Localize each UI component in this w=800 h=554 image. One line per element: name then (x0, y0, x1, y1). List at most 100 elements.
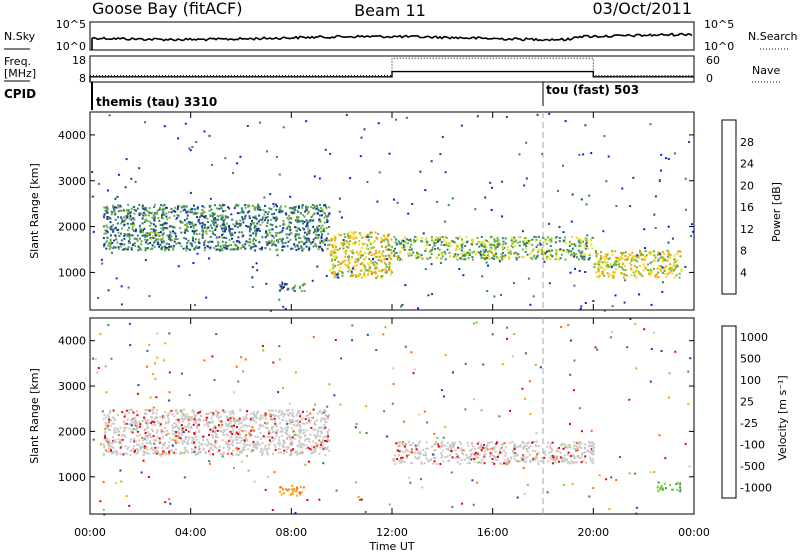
noise-cell (163, 125, 166, 128)
noise-cell (476, 481, 479, 484)
data-cell (390, 258, 393, 261)
noise-cell (580, 305, 583, 308)
data-cell (134, 416, 136, 419)
data-cell (494, 249, 497, 252)
noise-cell (125, 495, 128, 498)
data-cell (235, 447, 238, 450)
data-cell (306, 240, 309, 243)
noise-cell (484, 196, 487, 199)
noise-cell (431, 293, 434, 296)
data-cell (254, 244, 257, 247)
data-cell (493, 257, 496, 260)
data-cell (545, 242, 548, 245)
noise-cell (658, 434, 661, 437)
data-cell (299, 220, 302, 223)
noise-cell (580, 430, 583, 433)
data-cell (156, 420, 159, 423)
data-cell (290, 453, 293, 456)
data-cell (168, 441, 171, 444)
data-cell (254, 446, 257, 449)
data-cell (484, 450, 487, 453)
data-cell (191, 439, 194, 442)
data-cell (119, 204, 122, 207)
data-cell (273, 205, 276, 208)
data-cell (182, 247, 185, 250)
data-cell (482, 446, 485, 449)
data-cell (273, 240, 276, 243)
data-cell (102, 237, 105, 239)
data-cell (298, 205, 300, 208)
data-cell (312, 231, 315, 234)
data-cell (157, 238, 160, 241)
data-cell (149, 248, 152, 251)
noise-cell (660, 153, 663, 156)
noise-cell (427, 294, 430, 297)
data-cell (177, 431, 179, 434)
noise-cell (92, 357, 95, 360)
data-cell (142, 454, 145, 456)
data-cell (539, 239, 541, 242)
data-cell (653, 259, 656, 262)
data-cell (165, 212, 168, 215)
data-cell (407, 239, 410, 242)
data-cell (326, 437, 329, 440)
data-cell (323, 204, 325, 207)
data-cell (148, 234, 151, 237)
data-cell (266, 215, 269, 218)
data-cell (265, 230, 268, 233)
data-cell (197, 422, 200, 425)
data-cell (144, 436, 147, 439)
noise-cell (326, 405, 329, 408)
data-cell (487, 250, 489, 253)
data-cell (246, 443, 249, 446)
data-cell (230, 425, 233, 428)
data-cell (138, 439, 141, 442)
data-cell (198, 445, 201, 448)
data-cell (587, 445, 590, 448)
data-cell (129, 423, 132, 425)
data-cell (265, 241, 268, 244)
data-cell (269, 223, 272, 226)
data-cell (299, 425, 302, 428)
data-cell (102, 443, 105, 446)
data-cell (253, 419, 256, 422)
data-cell (525, 245, 528, 248)
data-cell (191, 208, 194, 211)
data-cell (178, 436, 181, 439)
data-cell (223, 223, 226, 226)
data-cell (410, 443, 413, 446)
data-cell (219, 245, 222, 248)
data-cell (112, 207, 115, 210)
data-cell (630, 268, 633, 271)
data-cell (215, 409, 218, 412)
data-cell (192, 408, 195, 411)
data-cell (232, 429, 235, 432)
freq-left-tick-bottom: 8 (79, 72, 86, 85)
noise-cell (168, 332, 171, 335)
data-cell (366, 247, 369, 250)
noise-cell (603, 135, 606, 138)
data-cell (218, 207, 220, 210)
data-cell (663, 272, 666, 275)
data-cell (471, 441, 474, 444)
data-cell (185, 245, 188, 248)
noise-cell (208, 257, 211, 260)
data-cell (126, 229, 129, 232)
data-cell (308, 438, 311, 441)
data-cell (133, 445, 135, 447)
data-cell (138, 237, 141, 240)
data-cell (519, 240, 522, 243)
data-cell (246, 439, 249, 442)
data-cell (228, 230, 231, 233)
data-cell (262, 209, 265, 212)
data-cell (133, 208, 136, 211)
data-cell (334, 248, 337, 251)
noise-cell (154, 234, 157, 237)
data-cell (162, 240, 165, 243)
data-cell (146, 421, 149, 424)
noise-cell (275, 203, 277, 206)
data-cell (134, 449, 136, 452)
noise-cell (643, 228, 646, 231)
data-cell (166, 429, 169, 432)
data-cell (252, 239, 255, 242)
